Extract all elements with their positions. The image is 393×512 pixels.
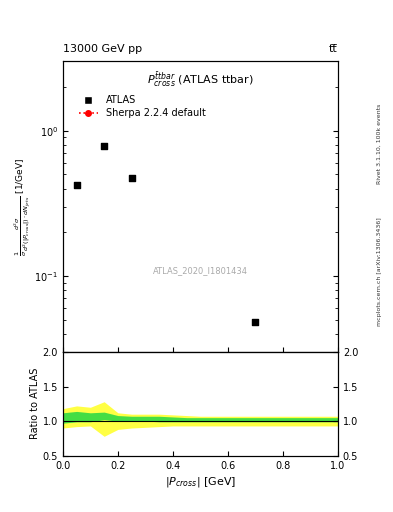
Text: Rivet 3.1.10, 100k events: Rivet 3.1.10, 100k events xyxy=(377,103,382,183)
Point xyxy=(129,174,135,182)
X-axis label: $|P_{cross}|$ [GeV]: $|P_{cross}|$ [GeV] xyxy=(165,475,236,489)
Y-axis label: Ratio to ATLAS: Ratio to ATLAS xyxy=(30,368,40,439)
Text: ATLAS_2020_I1801434: ATLAS_2020_I1801434 xyxy=(153,266,248,275)
Text: mcplots.cern.ch [arXiv:1306.3436]: mcplots.cern.ch [arXiv:1306.3436] xyxy=(377,217,382,326)
Legend: ATLAS, Sherpa 2.2.4 default: ATLAS, Sherpa 2.2.4 default xyxy=(79,95,206,118)
Point xyxy=(252,318,259,326)
Point xyxy=(73,181,80,189)
Point xyxy=(101,142,107,151)
Text: 13000 GeV pp: 13000 GeV pp xyxy=(63,44,142,54)
Text: tt̅: tt̅ xyxy=(329,44,338,54)
Text: $P^{\bar{t}tbar}_{cross}$ (ATLAS ttbar): $P^{\bar{t}tbar}_{cross}$ (ATLAS ttbar) xyxy=(147,70,254,89)
Y-axis label: $\frac{1}{\sigma}\frac{d^2\sigma}{d^2(|P_{cross}|)\cdot dN_{jets}}$ [1/GeV]: $\frac{1}{\sigma}\frac{d^2\sigma}{d^2(|P… xyxy=(12,158,33,256)
